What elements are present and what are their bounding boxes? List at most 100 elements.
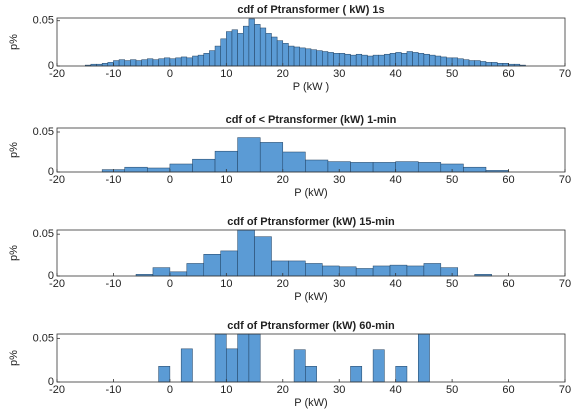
bar [327,52,334,67]
x-tick-label: 50 [446,174,458,186]
bar [158,58,165,67]
bar [169,58,176,67]
x-tick-label: 70 [559,174,571,186]
bar [446,57,453,67]
x-tick-label: 10 [220,68,232,80]
bar [395,161,419,173]
bar [322,51,329,67]
bar [401,53,408,67]
bar [192,158,216,173]
bar [305,263,323,277]
x-tick-label: -10 [105,384,121,396]
y-tick-label: 0 [48,166,54,178]
y-tick-label: 0 [48,270,54,282]
bar [259,27,267,67]
bar [243,25,250,67]
x-tick-label: 20 [277,174,289,186]
bar [288,45,295,67]
bar [271,36,278,67]
bar [372,349,385,383]
bar [417,53,425,67]
bar [209,50,216,67]
bar [226,348,238,383]
x-tick-label: 30 [333,174,345,186]
bar [226,31,233,67]
x-tick-label: 70 [559,68,571,80]
bar [231,29,238,67]
bar [186,263,205,277]
x-axis-label: P (kW) [294,397,327,409]
bar [406,51,413,67]
bar [338,266,357,277]
bar [203,254,221,277]
bar [457,58,464,67]
bar [135,60,142,67]
y-tick-label: 0 [48,60,54,72]
x-tick-label: 50 [446,384,458,396]
bar [124,166,148,173]
x-tick-label: 0 [167,68,173,80]
bar [423,263,442,277]
bar [429,54,436,67]
bar [220,250,238,277]
bar [423,53,430,67]
bar [440,56,447,67]
bar [474,60,481,67]
bar [197,54,205,67]
x-tick-label: 30 [333,278,345,290]
bar [305,48,312,67]
y-tick-label: 0.05 [33,332,54,344]
bar [451,57,459,67]
bar [384,53,391,67]
bar [214,45,221,67]
subplot-title: cdf of Ptransformer (kW) 15-min [227,216,395,228]
x-tick-label: -20 [49,174,65,186]
bar [214,333,227,383]
bar [180,56,188,67]
subplot-title: cdf of < Ptransformer (kW) 1-min [226,114,397,126]
bar [271,260,289,277]
x-axis-label: P (kW) [294,187,327,199]
x-tick-label: -20 [49,278,65,290]
subplot-title: cdf of Ptransformer ( kW) 1s [237,4,384,16]
y-tick-label: 0.05 [33,228,54,240]
bar [248,333,261,383]
x-tick-label: -10 [105,174,121,186]
bar [355,53,363,67]
bar [107,62,114,67]
x-tick-label: 40 [390,278,402,290]
bar [282,43,289,67]
bar [282,151,306,173]
axes-box [56,229,566,277]
bar [395,52,402,67]
y-tick-label: 0 [48,376,54,388]
bar [163,57,171,67]
bar [463,166,487,173]
bar [220,38,227,67]
bar [152,59,159,67]
bar [440,267,459,277]
axes-box [56,17,566,67]
y-axis-label: p% [8,142,20,158]
bar [293,46,300,67]
bar [248,18,255,67]
bar [491,62,498,67]
bar [389,264,408,277]
bar [417,333,430,383]
bar [124,60,131,67]
bar [305,366,317,383]
subplot-title: cdf of Ptransformer (kW) 60-min [227,320,395,332]
bar [333,53,340,67]
bar [130,59,137,67]
x-tick-label: 30 [333,384,345,396]
x-tick-label: 20 [277,68,289,80]
x-tick-label: 70 [559,384,571,396]
bar [259,142,284,173]
bar [480,61,487,67]
bar [254,24,261,67]
bar [192,55,199,67]
bar [293,349,306,383]
bar [468,60,475,67]
bar [265,33,272,67]
